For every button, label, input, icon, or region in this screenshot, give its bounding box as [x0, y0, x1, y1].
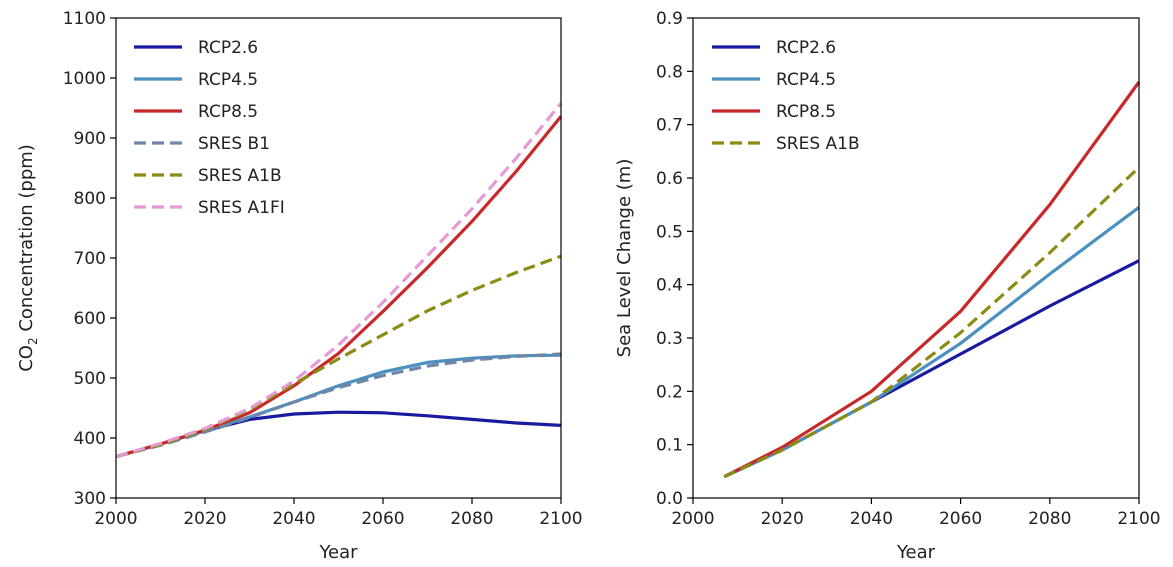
legend-label: SRES A1B — [198, 166, 282, 186]
legend-item-rcp2-6: RCP2.6 — [712, 38, 836, 58]
legend-item-sres-a1b: SRES A1B — [712, 134, 860, 154]
series-line-sres-a1b — [723, 166, 1141, 479]
series-line-sres-a1fi — [115, 102, 563, 459]
x-tick-label: 2040 — [272, 509, 315, 529]
series-line-rcp8-5 — [115, 115, 563, 459]
y-tick-label: 800 — [74, 189, 106, 209]
x-tick-label: 2060 — [939, 509, 982, 529]
x-tick-label: 2020 — [761, 509, 804, 529]
axes-frame — [115, 17, 562, 499]
y-axis: 0.0 0.1 0.2 0.3 0.4 0.5 0.6 0.7 0.8 0.9 — [656, 9, 693, 509]
y-tick-label: 400 — [74, 429, 106, 449]
legend-label: RCP8.5 — [776, 102, 836, 122]
legend-label: SRES A1FI — [198, 198, 285, 218]
x-tick-label: 2060 — [361, 509, 404, 529]
y-tick-label: 300 — [74, 489, 106, 509]
legend-item-rcp8-5: RCP8.5 — [134, 102, 258, 122]
x-tick-label: 2020 — [183, 509, 226, 529]
x-axis: 2000 2020 2040 2060 2080 2100 — [94, 498, 583, 529]
legend-label: RCP2.6 — [776, 38, 836, 58]
plot-area — [115, 102, 563, 459]
series-line-rcp4-5 — [115, 353, 562, 459]
legend-item-sres-a1b: SRES A1B — [134, 166, 282, 186]
x-tick-label: 2080 — [450, 509, 493, 529]
y-tick-label: 500 — [74, 369, 106, 389]
legend-item-rcp4-5: RCP4.5 — [134, 70, 258, 90]
y-tick-label: 700 — [74, 249, 106, 269]
y-tick-label: 0.1 — [656, 436, 683, 456]
x-tick-label: 2100 — [1117, 509, 1160, 529]
legend-label: RCP2.6 — [198, 38, 258, 58]
legend-label: RCP4.5 — [776, 70, 836, 90]
y-tick-label: 0.0 — [656, 489, 683, 509]
y-tick-label: 0.6 — [656, 169, 683, 189]
y-axis: 300 400 500 600 700 800 900 1000 1100 — [63, 9, 116, 509]
x-axis-title: Year — [318, 542, 358, 563]
sea-level-change-chart: 2000 2020 2040 2060 2080 21000.00.10.20.30.40… — [614, 9, 1161, 563]
legend-item-rcp2-6: RCP2.6 — [134, 38, 258, 58]
y-tick-label: 600 — [74, 309, 106, 329]
plot-area — [723, 81, 1141, 479]
legend: RCP2.6 RCP4.5 RCP8.5 SRES A1B — [712, 38, 860, 154]
legend-item-rcp4-5: RCP4.5 — [712, 70, 836, 90]
y-tick-label: 0.3 — [656, 329, 683, 349]
legend-label: SRES B1 — [198, 134, 270, 154]
legend-item-sres-b1: SRES B1 — [134, 134, 270, 154]
legend-label: SRES A1B — [776, 134, 860, 154]
series-line-rcp8-5 — [723, 81, 1141, 479]
y-tick-label: 0.8 — [656, 62, 683, 82]
x-tick-label: 2000 — [94, 509, 137, 529]
y-tick-label: 0.4 — [656, 276, 683, 296]
x-tick-label: 2100 — [539, 509, 582, 529]
legend-item-rcp8-5: RCP8.5 — [712, 102, 836, 122]
y-axis-title: Sea Level Change (m) — [614, 159, 635, 358]
series-line-rcp2-6 — [115, 410, 562, 459]
x-tick-label: 2080 — [1028, 509, 1071, 529]
y-axis-title: CO2 Concentration (ppm) — [16, 144, 40, 372]
x-axis: 2000 2020 2040 2060 2080 2100 — [671, 498, 1161, 529]
series-line-rcp4-5 — [723, 206, 1140, 479]
y-tick-label: 0.7 — [656, 116, 683, 136]
y-tick-label: 1100 — [63, 9, 106, 29]
series-line-sres-b1 — [115, 352, 562, 459]
y-tick-label: 0.2 — [656, 382, 683, 402]
legend-label: RCP4.5 — [198, 70, 258, 90]
y-tick-label: 1000 — [63, 69, 106, 89]
legend-label: RCP8.5 — [198, 102, 258, 122]
y-tick-label: 0.9 — [656, 9, 683, 29]
legend-item-sres-a1fi: SRES A1FI — [134, 198, 285, 218]
y-tick-label: 0.5 — [656, 222, 683, 242]
axes-frame — [692, 17, 1140, 499]
x-axis-title: Year — [896, 542, 936, 563]
x-tick-label: 2000 — [671, 509, 714, 529]
x-tick-label: 2040 — [850, 509, 893, 529]
legend: RCP2.6 RCP4.5 RCP8.5 SRES B1 SRES A1B SRES A1… — [134, 38, 285, 218]
co2-concentration-chart: 2000 2020 2040 2060 2080 2100 300 400 500 600 700 8… — [16, 9, 583, 563]
y-tick-label: 900 — [74, 129, 106, 149]
